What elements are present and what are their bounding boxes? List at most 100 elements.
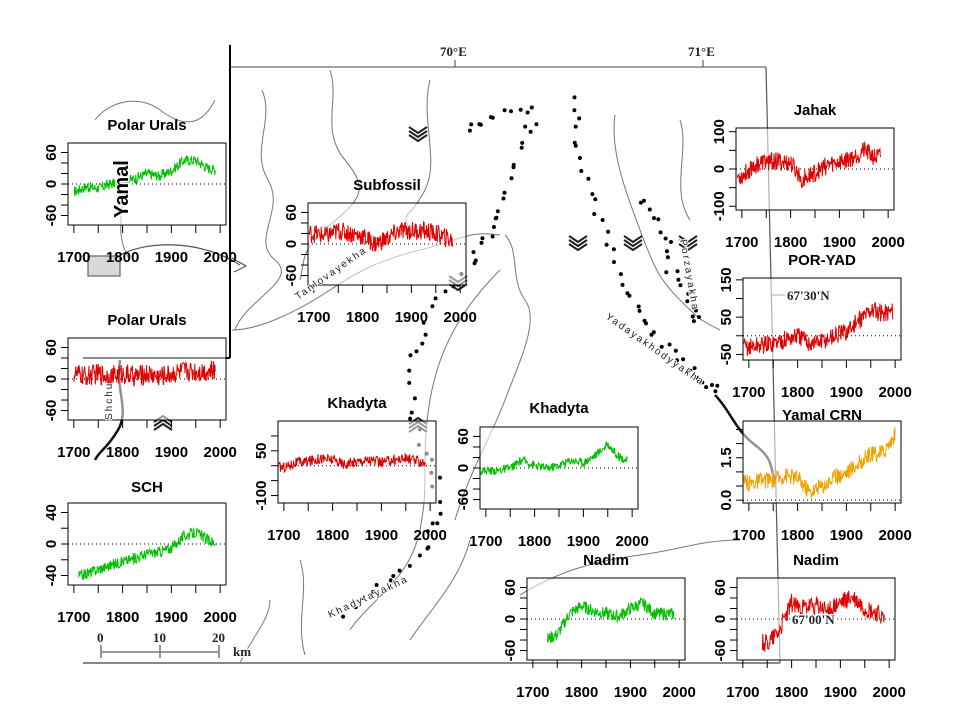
site-dot: [676, 277, 681, 282]
chevron-stroke: [568, 235, 588, 244]
site-dot: [656, 217, 661, 222]
x-tick-label: 1800: [781, 527, 814, 544]
chart-title: POR-YAD: [788, 252, 856, 269]
scale-bar: [100, 645, 220, 658]
chart-sch: -40 0 40 1700 1800 1900 2000 SCH: [43, 479, 237, 626]
y-tick-label: 60: [712, 579, 729, 596]
x-tick-label: 2000: [443, 309, 476, 326]
site-dot: [490, 234, 495, 239]
series-line: [743, 427, 896, 499]
x-tick-label: 1900: [155, 249, 188, 266]
x-tick-label: 1700: [57, 249, 90, 266]
site-dot: [490, 115, 495, 120]
site-dot: [652, 216, 656, 221]
y-tick-label: -50: [718, 344, 735, 366]
chevron-icon: [408, 126, 428, 143]
site-dot: [593, 197, 598, 202]
x-tick-label: 1900: [567, 533, 600, 550]
y-tick-label: 0.0: [718, 490, 735, 511]
site-dot: [659, 344, 664, 349]
site-dot: [572, 108, 577, 113]
site-dot: [341, 614, 346, 619]
chevron-stroke: [568, 243, 588, 252]
site-dot: [501, 196, 506, 201]
chart-jahak: -100 0 100 1700 1800 1900 2000 Jahak: [711, 102, 905, 251]
x-tick-label: 1800: [106, 444, 139, 461]
y-tick-label: 60: [283, 204, 300, 221]
chart-nadim-red: -60 0 60 1700 1800 1900 2000 Nadim: [712, 552, 906, 701]
chart-yamal-crn: 0.0 1.5 1700 1800 1900 2000 Yamal CRN: [718, 407, 912, 544]
site-dot: [681, 357, 686, 362]
chevron-stroke: [408, 126, 428, 135]
x-tick-label: 1700: [732, 527, 765, 544]
site-dot: [471, 250, 476, 255]
site-dot: [353, 605, 358, 610]
site-dot: [641, 198, 646, 203]
site-dot: [425, 546, 430, 551]
site-dot: [518, 107, 523, 112]
inset-label-yamal: Yamal: [111, 160, 133, 218]
site-dot: [423, 332, 428, 337]
site-dot: [697, 315, 701, 320]
site-dot: [692, 366, 697, 371]
series-line: [480, 441, 628, 476]
x-tick-label: 1800: [316, 527, 349, 544]
series-line: [737, 141, 882, 189]
chevron-icon: [623, 235, 643, 252]
site-dot: [511, 165, 516, 170]
x-tick-label: 1900: [155, 609, 188, 626]
x-tick-label: 1800: [781, 384, 814, 401]
x-tick-label: 1900: [824, 684, 857, 701]
site-dot: [417, 553, 422, 558]
site-dot: [573, 143, 578, 148]
x-tick-label: 1800: [518, 533, 551, 550]
site-dot: [502, 108, 507, 113]
chart-title: Yamal CRN: [782, 407, 862, 424]
site-dot: [509, 176, 514, 181]
site-dot: [606, 229, 611, 234]
y-tick-label: 0: [283, 240, 300, 248]
y-tick-label: -60: [283, 265, 300, 287]
scale-label-10: 10: [153, 630, 166, 645]
chart-por-yad: -50 50 150 1700 1800 1900 2000 POR-YAD: [718, 252, 912, 401]
site-dot: [502, 190, 507, 195]
chart-title: Khadyta: [529, 400, 589, 417]
plot-frame: [736, 577, 896, 661]
x-tick-label: 2000: [203, 609, 236, 626]
site-dot: [665, 249, 669, 254]
site-dot: [443, 289, 448, 294]
y-tick-label: 0: [711, 165, 728, 173]
plot-frame: [67, 502, 227, 586]
site-dot: [675, 358, 679, 363]
y-tick-label: -100: [253, 481, 270, 511]
x-tick-label: 1700: [297, 309, 330, 326]
y-tick-label: 1.5: [718, 447, 735, 468]
site-dot: [495, 209, 500, 214]
chevron-stroke: [448, 283, 468, 292]
site-dot: [572, 95, 577, 100]
chart-title: Jahak: [794, 102, 837, 119]
site-dot: [397, 568, 402, 573]
site-dot: [693, 308, 698, 313]
site-dot: [673, 348, 678, 353]
x-tick-label: 1900: [155, 444, 188, 461]
x-tick-label: 2000: [413, 527, 446, 544]
chart-polar-urals-green: -60 0 60 1700 1800 1900 2000 Polar Urals: [43, 117, 237, 266]
x-tick-label: 1700: [732, 384, 765, 401]
site-dot: [710, 383, 714, 387]
x-tick-label: 1800: [565, 684, 598, 701]
site-dot: [408, 416, 413, 421]
chart-nadim-green: -60 0 60 1700 1800 1900 2000 Nadim: [502, 552, 696, 701]
site-dot: [391, 574, 396, 578]
x-tick-label: 2000: [878, 527, 911, 544]
y-tick-label: -60: [43, 400, 60, 422]
chart-title: Nadim: [583, 552, 629, 569]
x-tick-label: 2000: [662, 684, 695, 701]
site-dot: [713, 389, 718, 394]
site-dot: [694, 375, 699, 380]
site-dot: [664, 270, 669, 275]
x-tick-label: 1800: [106, 249, 139, 266]
site-dot: [480, 236, 485, 241]
